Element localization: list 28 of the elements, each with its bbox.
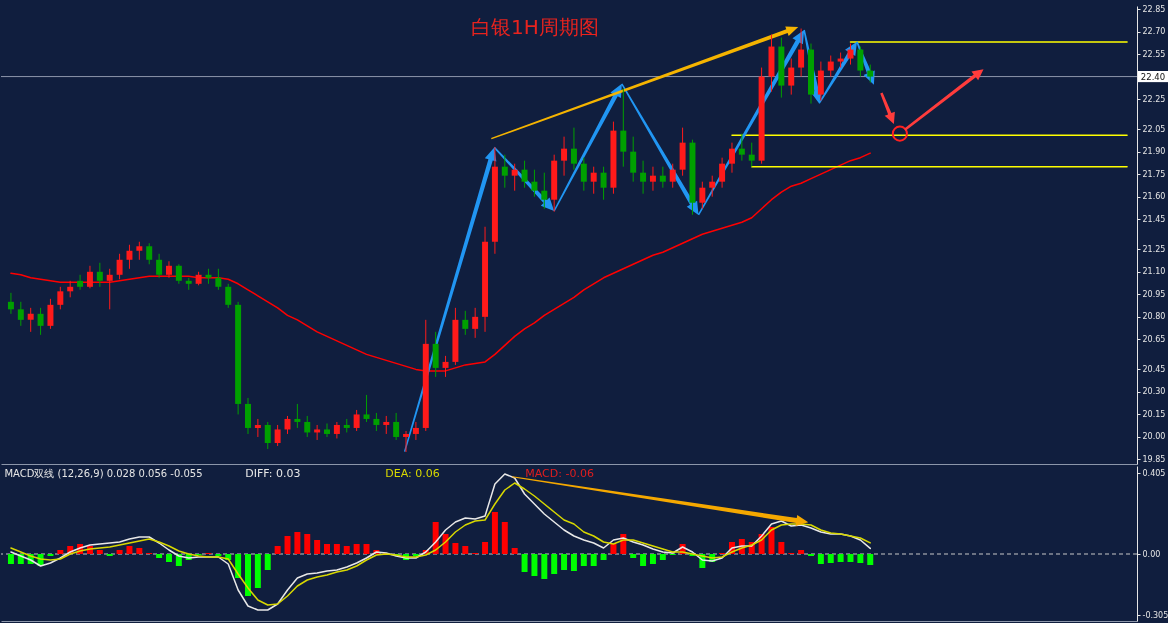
text: 白银1H周期图 [471, 15, 599, 39]
y-tick-label: 22.55 [1142, 49, 1166, 59]
y-tick-label: 0.405 [1142, 468, 1166, 478]
y-tick-label: 22.85 [1142, 4, 1166, 14]
chart-title: MACD双线 (12,26,9) 0.028 0.056 -0.055 [4, 468, 203, 479]
y-tick-label: 21.45 [1142, 214, 1166, 224]
text: MACD: -0.06 [525, 467, 594, 480]
y-tick-label: 20.95 [1142, 289, 1166, 299]
y-tick-label: 21.75 [1142, 169, 1166, 179]
y-tick-label: 20.65 [1142, 334, 1166, 344]
y-tick-label: 0.00 [1142, 549, 1161, 559]
y-tick-label: 21.60 [1142, 192, 1166, 202]
y-tick-label: -0.305 [1142, 610, 1169, 620]
y-tick-label: 21.25 [1142, 244, 1166, 254]
y-tick-label: 22.70 [1142, 27, 1166, 37]
y-tick-label: 21.90 [1142, 147, 1166, 157]
text: DIFF: 0.03 [245, 467, 301, 480]
y-tick-label: 22.25 [1142, 94, 1166, 104]
y-tick-label: 20.30 [1142, 387, 1166, 397]
y-tick-label: 19.85 [1142, 455, 1166, 464]
y-tick-label: 20.80 [1142, 312, 1166, 322]
y-tick-label: 22.05 [1142, 124, 1166, 134]
y-tick-label: 21.10 [1142, 267, 1166, 277]
text: DEA: 0.06 [385, 467, 440, 480]
y-tick-label: 20.00 [1142, 432, 1166, 442]
y-tick-label: 20.45 [1142, 364, 1166, 374]
y-tick-label: 20.15 [1142, 409, 1166, 419]
ref-line-label: 22.40 [1140, 71, 1166, 82]
